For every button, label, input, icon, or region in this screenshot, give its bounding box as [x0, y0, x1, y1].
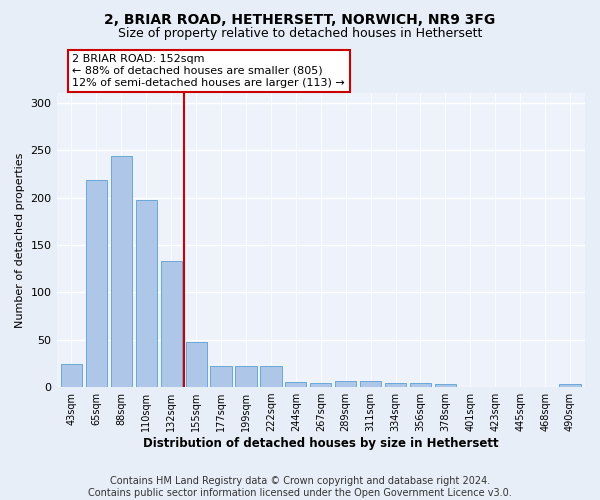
Bar [260, 366, 281, 387]
Bar [235, 366, 257, 387]
Bar [435, 384, 456, 387]
Bar [161, 261, 182, 387]
Text: 2 BRIAR ROAD: 152sqm
← 88% of detached houses are smaller (805)
12% of semi-deta: 2 BRIAR ROAD: 152sqm ← 88% of detached h… [73, 54, 345, 88]
Bar [559, 384, 581, 387]
Bar [86, 180, 107, 387]
Text: Contains HM Land Registry data © Crown copyright and database right 2024.
Contai: Contains HM Land Registry data © Crown c… [88, 476, 512, 498]
Text: 2, BRIAR ROAD, HETHERSETT, NORWICH, NR9 3FG: 2, BRIAR ROAD, HETHERSETT, NORWICH, NR9 … [104, 12, 496, 26]
Bar [335, 382, 356, 387]
Bar [385, 384, 406, 387]
Bar [111, 156, 132, 387]
Bar [185, 342, 207, 387]
Bar [61, 364, 82, 387]
X-axis label: Distribution of detached houses by size in Hethersett: Distribution of detached houses by size … [143, 437, 499, 450]
Bar [136, 200, 157, 387]
Bar [211, 366, 232, 387]
Bar [310, 384, 331, 387]
Bar [410, 384, 431, 387]
Bar [360, 382, 381, 387]
Bar [285, 382, 307, 387]
Y-axis label: Number of detached properties: Number of detached properties [15, 152, 25, 328]
Text: Size of property relative to detached houses in Hethersett: Size of property relative to detached ho… [118, 28, 482, 40]
